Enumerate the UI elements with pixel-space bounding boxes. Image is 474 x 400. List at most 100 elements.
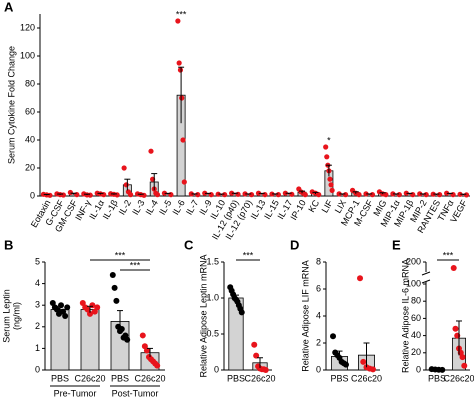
data-point [181, 179, 187, 185]
data-point [323, 144, 329, 150]
y-axis-label: Relative Adipose LIF mRNA [300, 260, 310, 372]
data-point [262, 367, 269, 373]
group-label: Pre-Tumor [54, 388, 97, 398]
data-point [463, 192, 470, 198]
data-point [94, 304, 101, 311]
x-tick-label: PBS [428, 373, 446, 383]
data-point [238, 309, 245, 316]
panel-letter: C [184, 237, 194, 252]
data-point [222, 192, 228, 198]
significance-label: *** [243, 250, 254, 260]
data-point [64, 304, 71, 311]
data-point [139, 332, 146, 339]
data-point [101, 192, 107, 198]
y-tick-label: 2 [316, 337, 321, 347]
y-tick-label: 60 [25, 106, 35, 116]
data-point [342, 192, 349, 198]
data-point [235, 191, 241, 197]
y-tick-label: 5 [35, 256, 40, 266]
y-tick-label: 200 [406, 256, 421, 266]
y-tick-label: 8 [316, 256, 321, 266]
x-tick-label: C26c20 [351, 373, 382, 383]
x-tick-label: IL-2 [117, 198, 133, 216]
y-tick-label: 4 [35, 278, 40, 288]
data-point [437, 192, 443, 198]
x-tick-label: PBS [330, 373, 348, 383]
data-point [330, 333, 337, 340]
data-point [124, 336, 131, 343]
x-tick-label: PBS [51, 373, 69, 383]
data-point [141, 192, 147, 198]
data-point [123, 182, 129, 188]
data-point [439, 366, 446, 373]
data-point [67, 189, 73, 196]
data-point [282, 190, 288, 196]
y-tick-label: 100 [406, 278, 421, 288]
data-point [87, 192, 93, 198]
y-tick-label: 0.5 [206, 328, 219, 338]
data-point [360, 358, 367, 365]
data-point [58, 302, 65, 309]
data-point [269, 191, 275, 197]
data-point [177, 67, 184, 73]
data-point [127, 192, 134, 198]
x-tick-label: PBS [111, 373, 129, 383]
data-point [121, 165, 127, 171]
significance-label: *** [443, 250, 454, 260]
data-point [452, 325, 459, 332]
data-point [60, 192, 66, 198]
y-tick-label: 20 [411, 347, 421, 357]
y-tick-label: 20 [25, 162, 35, 172]
data-point [114, 192, 120, 198]
data-point [215, 191, 221, 197]
significance-label: *** [130, 260, 141, 270]
data-point [180, 137, 186, 143]
data-point [396, 192, 402, 198]
data-point [109, 271, 116, 278]
data-point [248, 192, 255, 198]
x-tick-label: KC [306, 198, 321, 214]
data-point [208, 192, 214, 198]
y-axis-label: Serum Cytokine Fold Change [6, 46, 16, 164]
data-point [459, 354, 466, 361]
y-tick-label: 2 [35, 321, 40, 331]
significance-label: *** [115, 250, 126, 260]
data-point [148, 148, 154, 154]
data-point [390, 191, 396, 197]
y-tick-label: 0 [214, 364, 219, 374]
x-tick-label: C26c20 [74, 373, 105, 383]
data-point [410, 192, 416, 198]
y-tick-label: 1 [35, 343, 40, 353]
data-point [175, 18, 181, 24]
data-point [62, 313, 69, 319]
y-tick-label: 120 [20, 22, 35, 32]
data-point [242, 191, 248, 197]
y-axis-label: Relative Adipose Leptin mRNA [198, 254, 208, 377]
significance-label: * [327, 135, 331, 145]
x-tick-label: C26c20 [134, 373, 165, 383]
data-point [229, 190, 235, 196]
data-point [154, 362, 161, 369]
x-tick-label: IL-3 [130, 198, 146, 216]
data-point [154, 192, 161, 198]
data-point [403, 190, 409, 196]
data-point [357, 275, 364, 282]
data-point [176, 60, 182, 66]
group-label: Post-Tumor [112, 388, 159, 398]
data-point [328, 182, 334, 188]
data-point [262, 192, 268, 198]
x-tick-label: IL-5 [157, 198, 173, 216]
x-tick-label: PBS [227, 373, 245, 383]
data-point [363, 191, 369, 197]
data-point [143, 347, 150, 354]
data-point [356, 192, 362, 198]
x-tick-label: IL-4 [144, 198, 160, 216]
data-point [450, 192, 456, 198]
y-tick-label: 60 [411, 313, 421, 323]
data-point [195, 192, 201, 198]
data-point [342, 361, 349, 368]
y-axis-label: Serum Leptin [1, 289, 11, 343]
data-point [450, 265, 457, 271]
y-tick-label: 0 [316, 364, 321, 374]
data-point [161, 190, 168, 196]
